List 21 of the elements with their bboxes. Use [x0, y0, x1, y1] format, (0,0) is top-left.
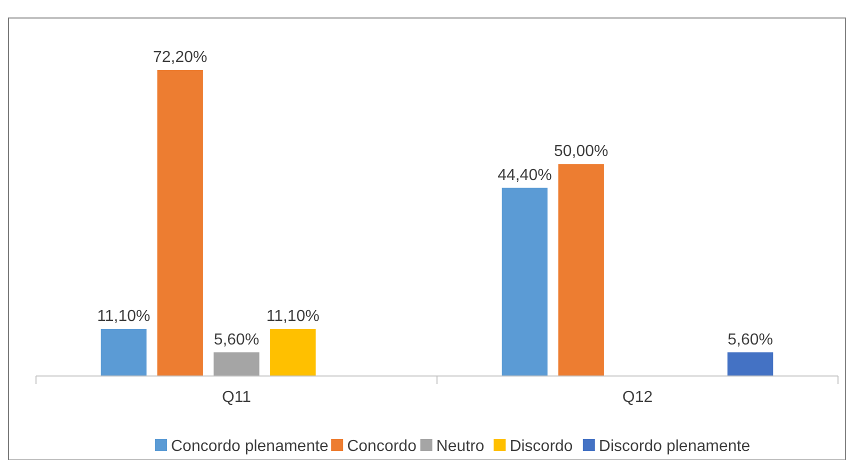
- bar: [270, 328, 316, 376]
- data-label: 50,00%: [554, 143, 608, 160]
- data-label: 11,10%: [266, 308, 320, 325]
- legend-label: Concordo: [347, 438, 417, 455]
- data-label: 5,60%: [728, 331, 773, 348]
- bar: [502, 188, 548, 376]
- bar: [214, 352, 260, 376]
- legend-label: Discordo: [510, 438, 573, 455]
- bar: [100, 328, 147, 376]
- data-label: 11,10%: [97, 308, 150, 325]
- data-label: 5,60%: [214, 331, 260, 348]
- legend-label: Discordo plenamente: [598, 438, 750, 455]
- data-label: 44,40%: [498, 166, 552, 184]
- legend-label: Concordo plenamente: [171, 438, 329, 455]
- bar: [558, 164, 604, 376]
- data-label: 72,20%: [152, 49, 208, 66]
- x-tick-label: Q12: [622, 389, 653, 406]
- legend-label: Neutro: [436, 438, 484, 455]
- x-tick-label: Q11: [222, 389, 252, 406]
- bar: [157, 70, 203, 376]
- bar: [727, 352, 774, 376]
